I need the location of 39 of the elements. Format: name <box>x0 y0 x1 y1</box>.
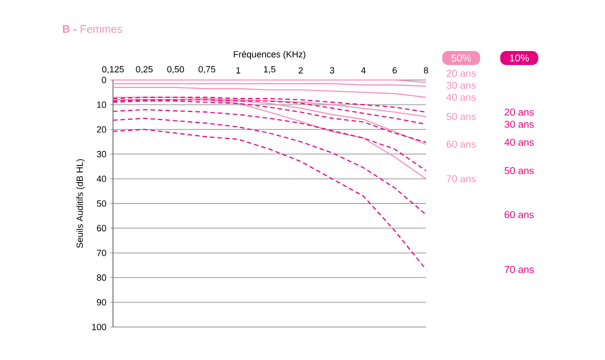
x-tick-label: 8 <box>424 67 428 74</box>
y-tick-label: 10 <box>97 102 106 108</box>
y-tick-label: 100 <box>92 324 106 330</box>
y-tick-label: 30 <box>96 150 106 158</box>
text: 70 ans <box>446 175 476 182</box>
y-axis-title: Seuils Auditifs (dB HL) <box>76 159 85 248</box>
x-tick-label: 1 <box>236 67 240 74</box>
text: 70 ans <box>504 266 534 273</box>
text: 20 ans <box>504 108 534 116</box>
text: 50 ans <box>504 167 534 174</box>
text: 40 ans <box>446 94 476 101</box>
y-tick-label: 70 <box>96 250 106 256</box>
x-tick-label: 4 <box>361 67 366 74</box>
y-tick-label: 60 <box>96 225 106 232</box>
text: 30 ans <box>504 120 534 128</box>
chart-title: B - Femmes <box>62 25 122 33</box>
x-tick-label: 0,125 <box>102 66 124 74</box>
y-tick-label: 80 <box>96 274 106 281</box>
y-tick-label: 50 <box>96 200 106 207</box>
text: 50 ans <box>446 113 476 120</box>
y-tick-label: 40 <box>96 176 106 182</box>
y-tick-label: 90 <box>96 299 106 306</box>
x-tick-label: 0,50 <box>167 66 184 74</box>
text: 30 ans <box>446 82 476 89</box>
legend-label: 20 ans <box>446 70 476 77</box>
x-tick-label: 6 <box>392 67 397 74</box>
text: 10% <box>510 54 529 62</box>
x-axis-title: Fréquences (KHz) <box>234 50 306 60</box>
y-tick-label: 20 <box>96 126 106 133</box>
text: 60 ans <box>446 140 476 148</box>
x-tick-label: 0,75 <box>198 66 216 74</box>
x-tick-label: 0,25 <box>136 66 153 74</box>
text: 50% <box>452 54 471 62</box>
y-tick-label: 0 <box>102 76 106 84</box>
x-tick-label: 1,5 <box>264 66 276 74</box>
x-tick-label: 3 <box>330 67 334 74</box>
x-tick-label: 2 <box>298 67 303 74</box>
text: 40 ans <box>504 138 534 146</box>
text: 60 ans <box>504 211 534 218</box>
